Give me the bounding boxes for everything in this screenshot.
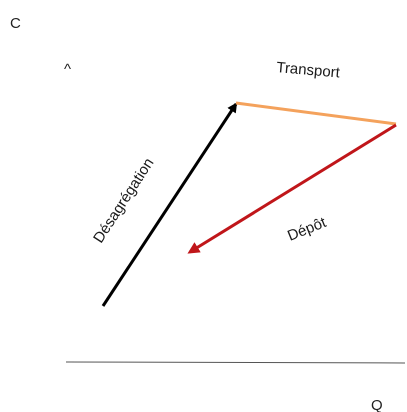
y-axis-caret: ^ [64, 61, 71, 78]
x-axis-line [65, 361, 406, 364]
desagregation-arrow [101, 102, 238, 307]
transport-label: Transport [276, 59, 342, 82]
depot-label: Dépôt [285, 214, 329, 245]
x-axis-label: Q [371, 397, 383, 412]
depot-arrow [187, 123, 397, 254]
y-axis-label: C [10, 15, 21, 32]
desagregation-label: Désagrégation [90, 155, 157, 246]
transport-arrow [235, 101, 397, 126]
